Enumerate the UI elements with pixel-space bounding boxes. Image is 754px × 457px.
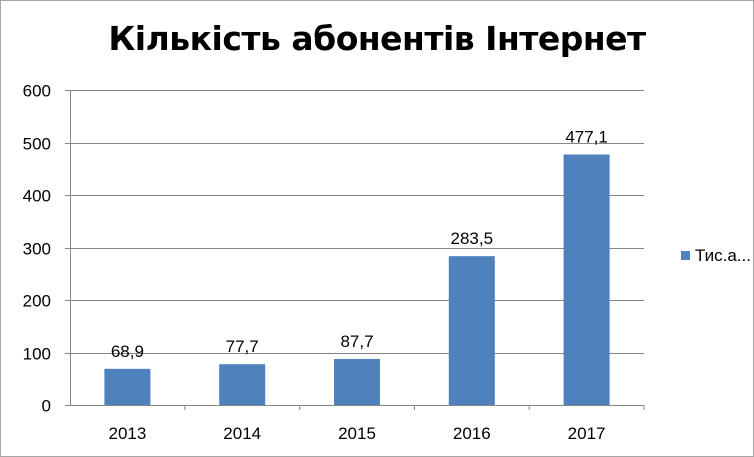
y-tick-label: 600: [23, 82, 51, 101]
data-label: 477,1: [565, 128, 608, 147]
labels: 0 100 200 300 400 500 600 68,9 2013 77,7 2014 87,7 2…: [23, 82, 608, 444]
data-label: 68,9: [111, 342, 144, 361]
legend-label: Тис.а...: [695, 246, 751, 265]
legend-swatch: [681, 251, 690, 260]
x-tick-label: 2013: [108, 424, 146, 443]
bar-2013: [104, 368, 151, 405]
axes: [65, 90, 645, 410]
y-tick-label: 200: [23, 292, 51, 311]
x-tick-label: 2017: [568, 424, 606, 443]
y-tick-label: 300: [23, 240, 51, 259]
y-tick-label: 100: [23, 345, 51, 364]
legend: Тис.а...: [681, 246, 751, 265]
x-tick-label: 2014: [223, 424, 261, 443]
data-label: 77,7: [226, 337, 259, 356]
gridlines: [70, 90, 644, 354]
y-tick-label: 0: [42, 397, 51, 416]
data-label: 283,5: [451, 229, 494, 248]
bar-2017: [563, 154, 610, 405]
bar-2014: [219, 364, 266, 405]
x-tick-label: 2015: [338, 424, 376, 443]
bars: [104, 154, 610, 405]
x-tick-label: 2016: [453, 424, 491, 443]
bar-2016: [448, 256, 495, 405]
data-label: 87,7: [340, 332, 373, 351]
y-tick-label: 400: [23, 187, 51, 206]
y-tick-label: 500: [23, 135, 51, 154]
chart-title: Кількість абонентів Інтернет: [108, 19, 646, 58]
bar-2015: [334, 358, 380, 405]
